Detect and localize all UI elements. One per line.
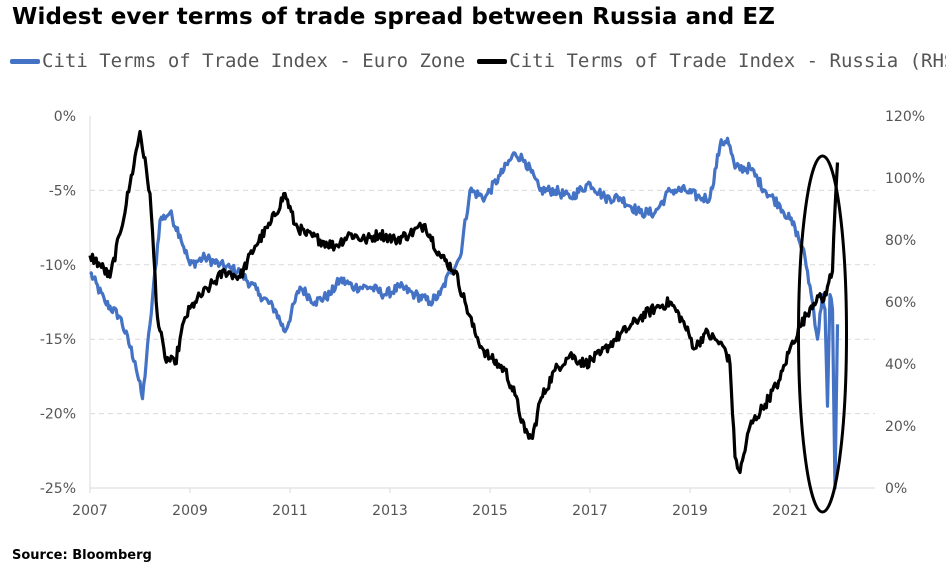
y-left-tick-label: -5% [49,183,76,199]
source-note: Source: Bloomberg [12,548,152,563]
y-left-tick-label: -25% [40,481,76,497]
y-right-tick-label: 120% [885,109,925,125]
x-tick-label: 2011 [272,503,308,519]
y-right-tick-label: 60% [885,295,916,311]
series-lines [88,129,840,490]
legend-swatch-euro-zone [10,58,40,64]
series-line-russia [88,129,840,475]
y-left-tick-label: -15% [40,332,76,348]
y-right-tick-label: 0% [885,481,907,497]
y-left-tick-label: -20% [40,407,76,423]
y-right-tick-label: 20% [885,419,916,435]
legend-label-russia: Citi Terms of Trade Index - Russia (RHS) [509,50,946,72]
x-tick-label: 2013 [372,503,408,519]
legend-item-euro-zone: Citi Terms of Trade Index - Euro Zone [10,50,465,72]
x-tick-label: 2015 [472,503,508,519]
y-left-tick-label: 0% [54,109,76,125]
chart-title: Widest ever terms of trade spread betwee… [12,4,775,30]
y-right-tick-label: 100% [885,171,925,187]
legend-swatch-russia [477,58,508,64]
legend: Citi Terms of Trade Index - Euro Zone Ci… [10,46,946,76]
series-line-euro-zone [89,136,840,490]
grid-lines [90,189,875,415]
x-tick-label: 2021 [772,503,808,519]
axes: 0% -5% -10% -15% -20% -25% 120% 100% 80% 60% 40% 20… [40,109,925,519]
annotations [797,154,848,514]
x-tick-label: 2007 [72,503,108,519]
y-left-tick-label: -10% [40,258,76,274]
x-tick-label: 2009 [172,503,208,519]
legend-item-russia: Citi Terms of Trade Index - Russia (RHS) [477,50,946,72]
highlight-ellipse [797,154,848,514]
y-right-tick-label: 80% [885,233,916,249]
legend-label-euro-zone: Citi Terms of Trade Index - Euro Zone [42,50,466,72]
x-tick-label: 2019 [672,503,708,519]
x-tick-label: 2017 [572,503,608,519]
y-right-tick-label: 40% [885,357,916,373]
